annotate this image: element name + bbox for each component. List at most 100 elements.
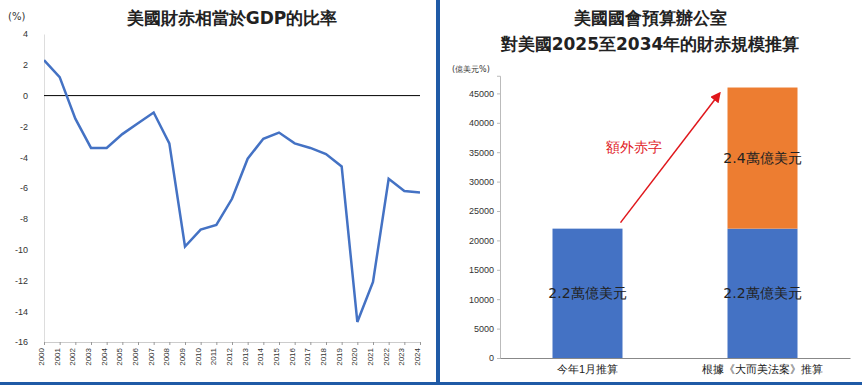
y-axis: -16-14-12-10-8-6-4-2024: [15, 29, 45, 347]
data-label: 2.4萬億美元: [723, 150, 801, 166]
tick-label: 4: [23, 29, 28, 39]
tick-label: 2007: [147, 347, 156, 365]
tick: 2017: [303, 342, 312, 366]
tick-mark: [248, 342, 249, 345]
tick-mark: [75, 342, 76, 345]
tick: 20000: [469, 236, 500, 246]
tick-label: 2004: [100, 347, 109, 365]
reference-line: [44, 95, 420, 96]
tick-label: -10: [15, 245, 28, 255]
tick: 2021: [366, 342, 375, 366]
tick-label: -6: [20, 183, 28, 193]
data-label: 2.2萬億美元: [723, 285, 801, 301]
tick-label: 2017: [303, 347, 312, 365]
tick: 2013: [241, 342, 250, 366]
tick-mark: [404, 342, 405, 345]
tick-label: 0: [489, 353, 494, 363]
tick-label: 2018: [319, 347, 328, 365]
tick-mark: [342, 342, 343, 345]
tick: 15000: [469, 265, 500, 275]
tick-mark: [60, 342, 61, 345]
tick-label: -2: [20, 122, 28, 132]
tick: 今年1月推算: [557, 358, 618, 375]
tick: -16: [15, 337, 44, 347]
tick-label: 2013: [241, 347, 250, 365]
tick: 2001: [53, 342, 62, 366]
tick: 40000: [469, 118, 500, 128]
tick-mark: [279, 342, 280, 345]
axis-line: [45, 343, 421, 346]
chart-title: 美國財赤相當於GDP的比率: [126, 8, 338, 28]
tick: -10: [15, 245, 44, 255]
tick-label: 2019: [335, 347, 344, 365]
tick: 2009: [178, 342, 187, 366]
tick-label: 根據《大而美法案》推算: [702, 363, 823, 375]
tick-label: -16: [15, 337, 28, 347]
tick-label: -12: [15, 276, 28, 286]
tick: 2005: [115, 342, 124, 366]
tick: 2011: [209, 342, 218, 365]
tick-label: 2008: [162, 347, 171, 365]
tick: -12: [15, 276, 44, 286]
tick-mark: [497, 93, 500, 94]
data-line: [44, 60, 420, 322]
tick-label: 2005: [115, 347, 124, 365]
tick: 2023: [397, 342, 406, 366]
tick: 2018: [319, 342, 328, 366]
tick-label: -8: [20, 214, 28, 224]
tick-mark: [295, 342, 296, 345]
tick-mark: [497, 299, 500, 300]
tick-mark: [91, 342, 92, 345]
tick-label: 45000: [469, 89, 494, 99]
tick-label: 0: [23, 91, 28, 101]
tick-mark: [216, 342, 217, 345]
x-axis: 今年1月推算 根據《大而美法案》推算: [501, 358, 851, 375]
tick: 35000: [469, 148, 500, 158]
tick-label: 2016: [288, 347, 297, 365]
tick: 10000: [469, 295, 500, 305]
divider: [436, 0, 440, 385]
tick: 2003: [84, 342, 93, 366]
tick-label: 2012: [225, 347, 234, 365]
tick: -14: [15, 307, 44, 317]
tick-label: 2020: [350, 347, 359, 365]
tick-mark: [169, 342, 170, 345]
tick-mark: [44, 342, 45, 345]
tick-label: 40000: [469, 118, 494, 128]
tick-mark: [357, 342, 358, 345]
tick: 30000: [469, 177, 500, 187]
tick-mark: [497, 270, 500, 271]
tick-label: 35000: [469, 148, 494, 158]
tick-label: 2010: [194, 347, 203, 365]
tick: 45000: [469, 89, 500, 99]
tick: 2015: [272, 342, 281, 366]
tick-mark: [497, 152, 500, 153]
tick: -8: [20, 214, 44, 224]
tick: 2020: [350, 342, 359, 366]
tick-label: 30000: [469, 177, 494, 187]
chart-title: 美國國會預算辦公室: [573, 8, 727, 28]
tick-label: 2023: [397, 347, 406, 365]
tick: 2004: [100, 342, 109, 366]
tick: 2016: [288, 342, 297, 366]
tick-label: 10000: [469, 295, 494, 305]
tick-mark: [122, 342, 123, 345]
tick-mark: [389, 342, 390, 345]
tick-label: 2009: [178, 347, 187, 365]
tick: -2: [20, 122, 44, 132]
tick-mark: [154, 342, 155, 345]
tick: -6: [20, 183, 44, 193]
axis-line: [497, 76, 501, 358]
tick-label: 2022: [382, 347, 391, 365]
tick-label: 20000: [469, 236, 494, 246]
tick-label: 2021: [366, 347, 375, 365]
plot-area: [44, 60, 420, 322]
tick-label: 2014: [256, 347, 265, 365]
y-axis: 0500010000150002000025000300003500040000…: [469, 76, 501, 363]
tick-mark: [232, 342, 233, 345]
tick-mark: [263, 342, 264, 345]
tick-mark: [185, 342, 186, 345]
tick-label: 2015: [272, 347, 281, 365]
tick: 0: [489, 353, 500, 363]
tick-label: 2002: [68, 347, 77, 365]
